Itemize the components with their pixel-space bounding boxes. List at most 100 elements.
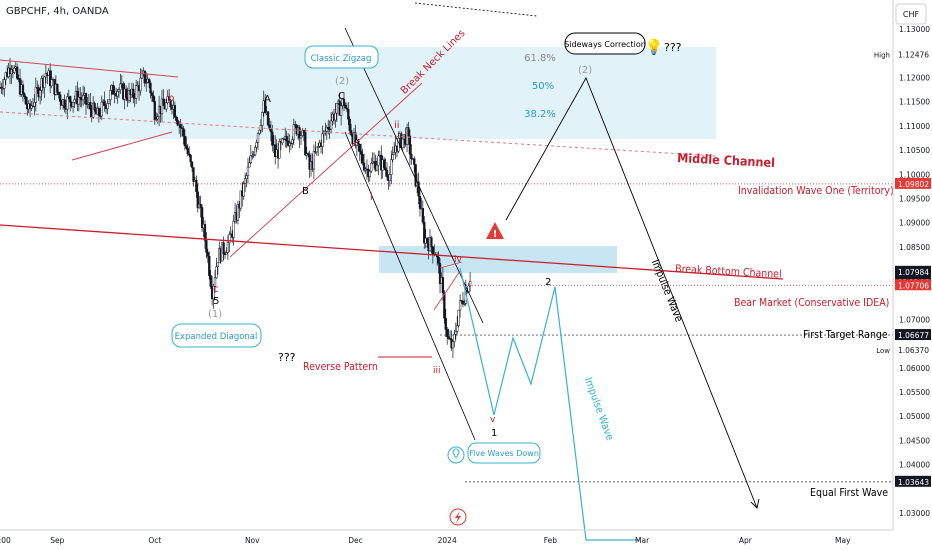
wave-5: 5 — [213, 296, 219, 307]
reverse-question-marks: ??? — [278, 351, 296, 364]
candle-body — [89, 102, 92, 110]
candle-body — [216, 262, 220, 268]
candle-body — [236, 204, 240, 221]
candle-body — [382, 159, 386, 168]
candle-body — [463, 303, 466, 305]
candle-body — [423, 221, 426, 244]
middle-channel-label: Middle Channel — [677, 150, 776, 170]
candle-body — [226, 242, 230, 253]
candle-body — [0, 87, 3, 89]
currency-button[interactable] — [895, 3, 927, 25]
candle-body — [203, 224, 207, 241]
candle-body — [103, 100, 106, 106]
price-axis[interactable]: 1.13000 1.12000 1.11500 1.11000 1.10500 1.100… — [892, 0, 930, 530]
x-tick-label: 13:00 — [0, 536, 11, 545]
candle-body — [195, 179, 198, 193]
candle-body — [112, 85, 115, 95]
y-tick-label: 1.04000 — [899, 461, 930, 470]
candle-body — [16, 66, 19, 79]
time-axis[interactable]: 13:00 Sep Oct Nov Dec 2024 Feb Mar Apr May — [0, 529, 893, 545]
candle-body — [418, 195, 422, 209]
candle-body — [390, 159, 393, 175]
candle-body — [425, 237, 429, 244]
candle-body — [209, 275, 212, 287]
candle-body — [71, 101, 75, 107]
price-tag — [895, 343, 931, 355]
candle-body — [188, 153, 191, 156]
price-tag — [895, 329, 931, 341]
candle-body — [327, 126, 330, 130]
candle-body — [228, 234, 231, 244]
candle-body — [370, 162, 373, 172]
candle-body — [307, 153, 310, 156]
candle-body — [242, 182, 245, 197]
candle-body — [451, 341, 455, 349]
candle-body — [155, 118, 158, 121]
candle-body — [175, 116, 178, 121]
equal-first-wave-label: Equal First Wave — [810, 487, 888, 499]
candle-body — [264, 100, 267, 113]
sideways-correction-label: Sideways Correction — [564, 40, 646, 49]
candle-body — [384, 167, 387, 171]
candle-body — [116, 91, 119, 97]
candle-body — [24, 96, 27, 105]
candle-body — [239, 190, 242, 209]
candle-body — [354, 132, 357, 146]
candle-body — [162, 98, 165, 106]
candles-series — [0, 58, 472, 358]
candle-body — [431, 246, 435, 255]
candle-body — [278, 141, 281, 159]
candle-body — [299, 135, 303, 139]
candle-body — [315, 146, 318, 153]
wave-v: v — [490, 415, 496, 425]
candle-body — [189, 154, 192, 163]
candle-body — [342, 98, 346, 106]
candle-body — [66, 96, 69, 110]
candle-body — [34, 87, 37, 103]
candle-body — [56, 83, 59, 93]
candle-body — [23, 93, 26, 97]
x-tick-label: Apr — [739, 536, 753, 545]
currency-label: CHF — [903, 10, 920, 19]
price-tag-label: 1.07706 — [898, 281, 929, 290]
projection-big-wave — [505, 76, 758, 509]
candle-body — [371, 161, 374, 164]
candle-body — [447, 336, 450, 339]
candle-body — [302, 130, 306, 133]
candle-body — [335, 103, 338, 114]
candle-body — [410, 154, 413, 159]
candle-body — [375, 164, 379, 171]
y-tick-label: 1.05500 — [899, 388, 930, 397]
lightbulb-cyan-icon — [447, 446, 465, 464]
candle-body — [117, 89, 121, 92]
price-tag-label: 1.07984 — [898, 268, 929, 277]
red-annotations: Break Neck Lines Middle Channel Invalida… — [278, 28, 894, 373]
candle-body — [176, 120, 179, 126]
candle-body — [298, 127, 301, 139]
candle-body — [185, 145, 188, 149]
candle-body — [281, 138, 284, 144]
price-tag — [895, 279, 931, 291]
candle-body — [458, 300, 462, 311]
candle-body — [179, 124, 182, 129]
candle-body — [225, 252, 228, 255]
y-tick-label: 1.11000 — [899, 122, 930, 131]
candle-body — [391, 154, 394, 160]
bottom-channel-line — [0, 224, 784, 280]
candle-body — [152, 95, 155, 102]
candle-body — [358, 144, 361, 152]
candle-body — [140, 73, 144, 79]
candle-body — [57, 91, 60, 95]
candle-body — [215, 266, 218, 279]
y-tick-label: 1.08500 — [899, 243, 930, 252]
candle-body — [147, 79, 151, 84]
candle-body — [143, 70, 146, 84]
channel-down-upper — [344, 27, 484, 324]
candle-body — [258, 129, 261, 134]
top-channel-line — [0, 59, 179, 78]
candle-body — [106, 103, 109, 110]
candle-body — [100, 101, 103, 117]
candle-body — [222, 242, 225, 255]
reverse-pattern-label: Reverse Pattern — [303, 361, 378, 373]
candle-body — [63, 99, 66, 109]
